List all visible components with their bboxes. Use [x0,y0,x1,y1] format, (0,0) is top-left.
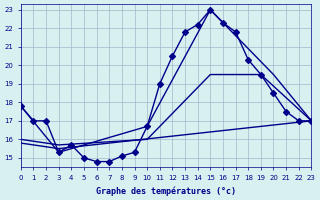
X-axis label: Graphe des températures (°c): Graphe des températures (°c) [96,186,236,196]
